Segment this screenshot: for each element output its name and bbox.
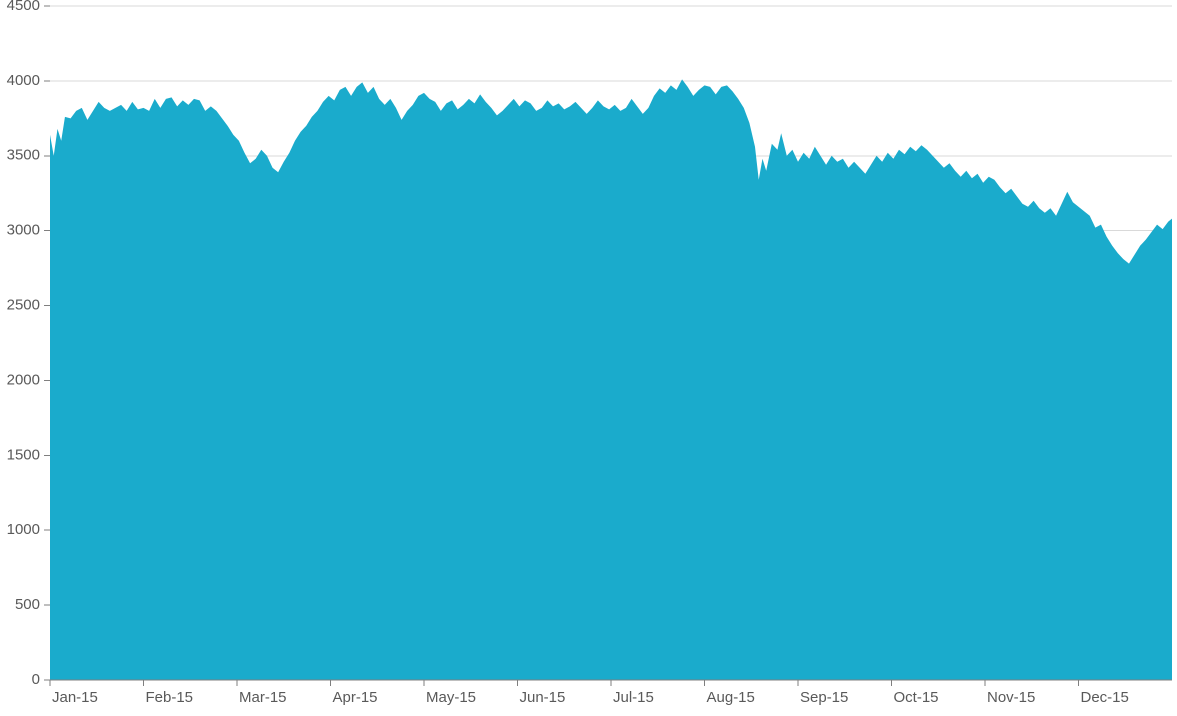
chart-svg: 0 500 1000 1500 2000 2500 3000 3500 4000 4500 Jan-… <box>0 0 1177 716</box>
y-axis-label: 3000 <box>7 222 40 239</box>
x-axis-label: Jul-15 <box>613 689 654 706</box>
y-axis-label: 2500 <box>7 297 40 314</box>
y-axis-label: 0 <box>32 671 40 688</box>
x-axis-label: Oct-15 <box>894 689 939 706</box>
y-axis-label: 1500 <box>7 446 40 463</box>
x-axis-label: Feb-15 <box>146 689 194 706</box>
y-axis-label: 3500 <box>7 147 40 164</box>
x-axis-label: Nov-15 <box>987 689 1035 706</box>
x-axis-label: May-15 <box>426 689 476 706</box>
x-axis-label: Mar-15 <box>239 689 287 706</box>
x-axis-label: Jun-15 <box>520 689 566 706</box>
y-axis-label: 2000 <box>7 371 40 388</box>
x-axis-label: Jan-15 <box>52 689 98 706</box>
y-axis-label: 4000 <box>7 72 40 89</box>
x-axis-label: Dec-15 <box>1081 689 1129 706</box>
area-chart: 0 500 1000 1500 2000 2500 3000 3500 4000 4500 Jan-… <box>0 0 1177 716</box>
y-axis-label: 4500 <box>7 0 40 14</box>
x-axis-label: Sep-15 <box>800 689 848 706</box>
y-axis-label: 1000 <box>7 521 40 538</box>
x-axis-label: Apr-15 <box>333 689 378 706</box>
y-axis-label: 500 <box>15 596 40 613</box>
x-axis-label: Aug-15 <box>707 689 755 706</box>
